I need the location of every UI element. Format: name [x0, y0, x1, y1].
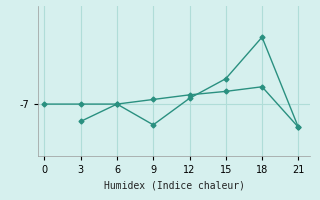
- X-axis label: Humidex (Indice chaleur): Humidex (Indice chaleur): [104, 181, 245, 191]
